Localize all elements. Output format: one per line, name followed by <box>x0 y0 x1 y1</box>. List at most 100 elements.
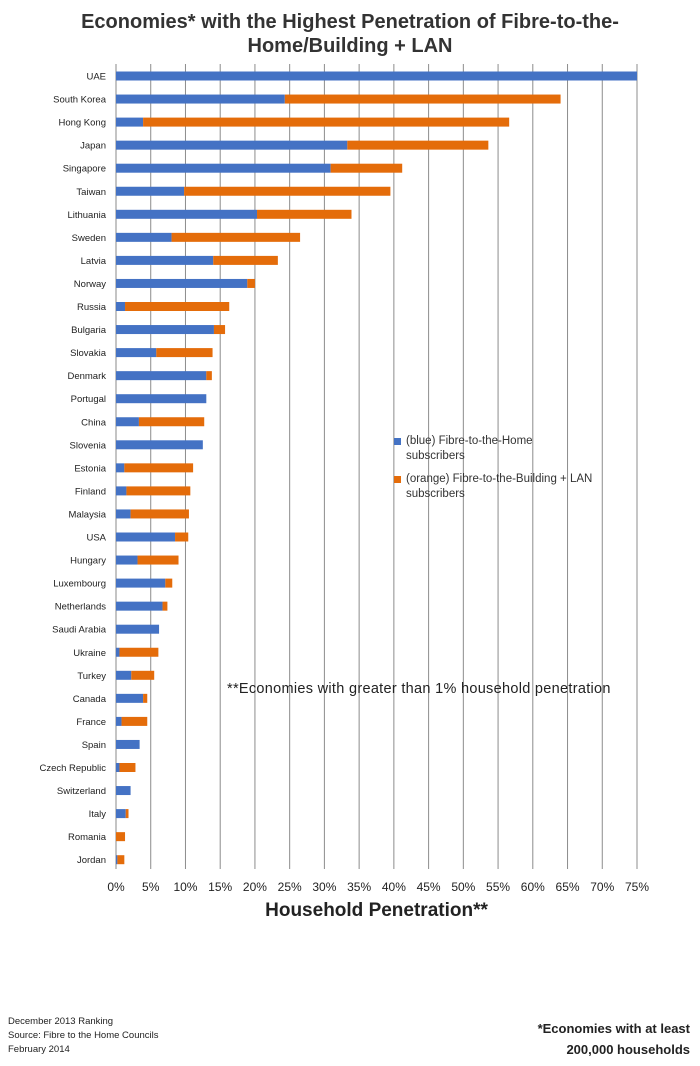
category-label: Ukraine <box>73 648 106 659</box>
category-label: China <box>81 417 107 428</box>
bar-ftth <box>116 209 258 219</box>
bar-ftth <box>116 786 131 796</box>
bar-ftth <box>116 71 637 81</box>
bar-ftth <box>116 325 214 335</box>
bar-ftth <box>116 693 144 703</box>
chart-title-line-2: Home/Building + LAN <box>247 35 453 57</box>
x-tick-label: 70% <box>590 880 614 894</box>
bar-fttb <box>119 763 136 772</box>
x-tick-label: 50% <box>451 880 475 894</box>
x-tick-label: 65% <box>556 880 580 894</box>
bar-fttb <box>184 186 391 196</box>
legend-label-fttb: (orange) Fibre-to-the-Building + LAN sub… <box>406 473 593 500</box>
bar-ftth <box>116 140 348 150</box>
chart-legend: (blue) Fibre-to-the-Home subscribers (or… <box>394 434 594 510</box>
bar-ftth <box>116 739 140 749</box>
bar-ftth <box>116 186 185 196</box>
category-label: Czech Republic <box>39 763 106 774</box>
bar-ftth <box>116 417 139 427</box>
category-label: Portugal <box>71 394 106 405</box>
x-tick-label: 75% <box>625 880 649 894</box>
bar-fttb <box>247 278 255 288</box>
bar-ftth <box>116 647 120 657</box>
bar-ftth <box>116 163 331 173</box>
bar-fttb <box>117 855 125 865</box>
bar-ftth <box>116 670 132 680</box>
x-tick-label: 30% <box>312 880 336 894</box>
footer-source: December 2013 Ranking Source: Fibre to t… <box>8 1015 158 1057</box>
bar-ftth <box>116 463 125 473</box>
legend-item-ftth: (blue) Fibre-to-the-Home subscribers <box>394 434 594 464</box>
category-label: Luxembourg <box>53 579 106 590</box>
legend-swatch-fttb <box>394 476 401 483</box>
footer-source-line: Source: Fibre to the Home Councils <box>8 1030 159 1041</box>
footer-ranking-date: December 2013 Ranking <box>8 1016 114 1027</box>
bar-fttb <box>284 94 561 104</box>
bar-ftth <box>116 371 207 381</box>
category-label: Netherlands <box>55 602 106 613</box>
bar-fttb <box>119 647 159 657</box>
category-label: Russia <box>77 302 107 313</box>
bar-ftth <box>116 348 157 358</box>
bar-ftth <box>116 509 131 519</box>
bar-fttb <box>171 232 301 242</box>
bar-fttb <box>126 486 191 496</box>
category-label: Japan <box>80 141 106 152</box>
x-tick-label: 40% <box>382 880 406 894</box>
x-tick-label: 10% <box>173 880 197 894</box>
bar-fttb <box>175 532 189 542</box>
bar-fttb <box>206 371 212 381</box>
bar-fttb <box>143 693 148 703</box>
category-label: Slovakia <box>70 348 107 359</box>
category-label: Slovenia <box>70 440 107 451</box>
bar-ftth <box>116 532 176 542</box>
x-tick-label: 25% <box>278 880 302 894</box>
bar-fttb <box>213 325 226 335</box>
bar-fttb <box>330 163 403 173</box>
chart-note: **Economies with greater than 1% househo… <box>227 681 611 697</box>
category-label: Taiwan <box>76 187 106 198</box>
x-tick-label: 45% <box>417 880 441 894</box>
category-label: Saudi Arabia <box>52 625 107 636</box>
category-label: Hong Kong <box>58 118 106 129</box>
x-tick-label: 0% <box>107 880 125 894</box>
category-label: Malaysia <box>69 509 107 520</box>
bar-fttb <box>165 578 173 588</box>
chart-title-line-1: Economies* with the Highest Penetration … <box>81 11 619 33</box>
bar-fttb <box>137 555 179 565</box>
bar-ftth <box>116 394 207 404</box>
category-label: Denmark <box>67 371 106 382</box>
bar-ftth <box>116 117 144 127</box>
bar-fttb <box>125 302 230 311</box>
bar-ftth <box>116 578 166 588</box>
footnote-line-1: *Economies with at least <box>537 1021 690 1036</box>
bar-ftth <box>116 624 160 634</box>
category-label: Finland <box>75 486 106 497</box>
bar-ftth <box>116 486 127 496</box>
bar-ftth <box>116 232 172 242</box>
category-label: France <box>76 717 106 728</box>
category-label: Romania <box>68 832 107 843</box>
bar-fttb <box>116 832 126 842</box>
category-label: Canada <box>73 694 107 705</box>
footnote-line-2: 200,000 households <box>566 1042 690 1057</box>
category-label: South Korea <box>53 95 107 106</box>
bar-ftth <box>116 716 122 726</box>
legend-swatch-ftth <box>394 438 401 445</box>
category-label: Jordan <box>77 855 106 866</box>
bar-ftth <box>116 440 203 450</box>
bar-ftth <box>116 555 138 565</box>
category-label: Switzerland <box>57 786 106 797</box>
bar-ftth <box>116 278 248 288</box>
category-label: UAE <box>86 72 106 83</box>
x-tick-label: 60% <box>521 880 545 894</box>
bar-ftth <box>116 302 126 311</box>
bar-fttb <box>121 716 148 726</box>
category-label: USA <box>86 533 106 544</box>
chart-title: Economies* with the Highest Penetration … <box>0 10 700 58</box>
legend-label-ftth: (blue) Fibre-to-the-Home subscribers <box>406 435 533 462</box>
bar-ftth <box>116 809 126 819</box>
category-label: Lithuania <box>67 210 106 221</box>
bar-ftth <box>116 763 120 772</box>
